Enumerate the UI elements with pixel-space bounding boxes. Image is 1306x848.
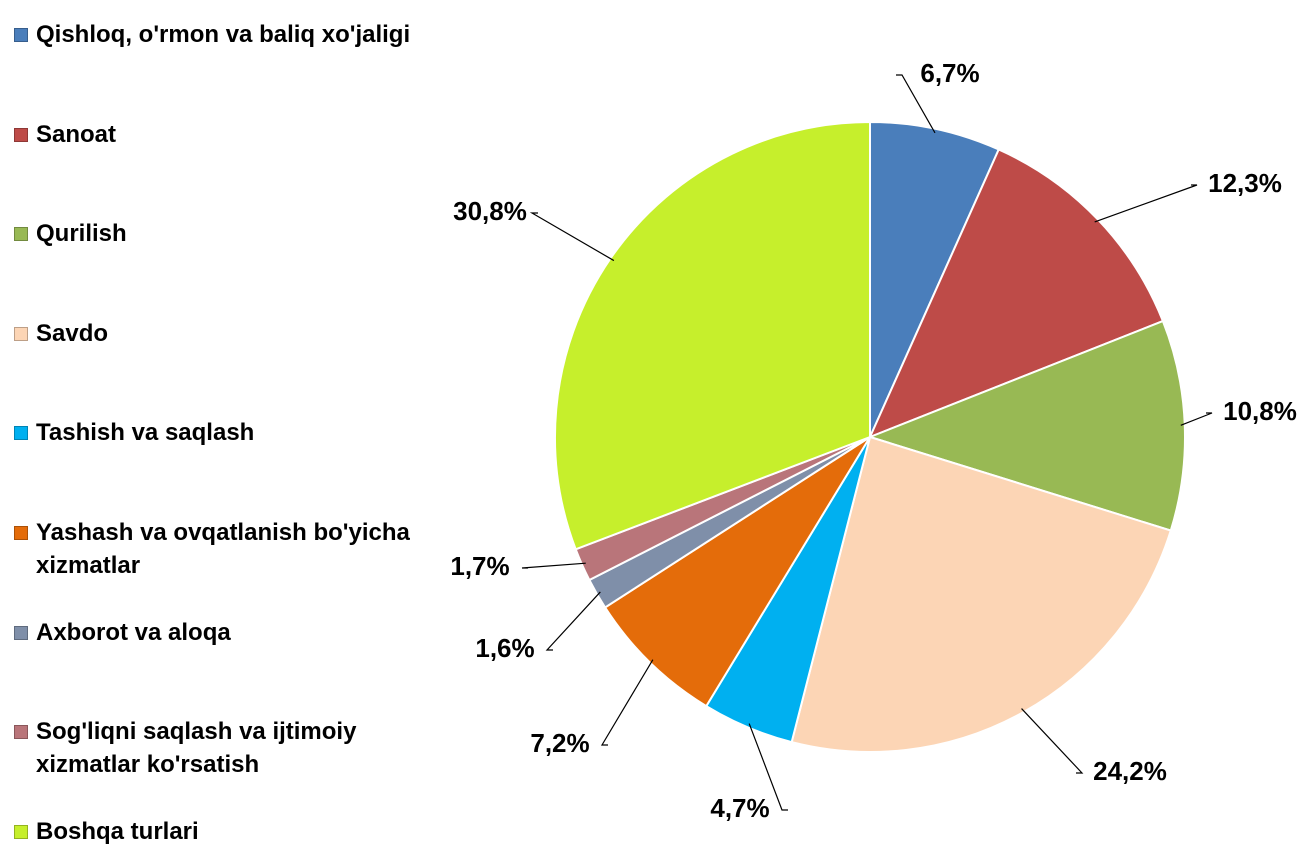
legend-swatch [14, 725, 28, 740]
legend-label: Tashish va saqlash [36, 419, 255, 447]
value-label: 6,7% [920, 58, 979, 88]
pie-slice [790, 435, 1173, 753]
legend-item: Savdo [14, 317, 464, 350]
value-label: 12,3% [1208, 168, 1282, 198]
legend-label: Sog'liqni saqlash va ijtimoiy xizmatlar … [36, 718, 357, 779]
leader-line [1094, 184, 1198, 223]
value-label: 10,8% [1223, 396, 1297, 426]
leader-line [600, 659, 654, 746]
legend-label: Yashash va ovqatlanish bo'yicha xizmatla… [36, 519, 410, 579]
pie-slice [866, 319, 1186, 532]
legend-item: Tashish va saqlash [14, 416, 464, 449]
value-label: 1,7% [450, 551, 509, 581]
leader-line [529, 212, 615, 262]
pie-slice [603, 436, 871, 708]
leader-line [748, 723, 788, 811]
value-label: 24,2% [1093, 756, 1167, 786]
value-label: 30,8% [453, 196, 527, 226]
legend-label: Axborot va aloqa [36, 618, 231, 646]
legend-label: Savdo [36, 319, 109, 347]
value-label: 7,2% [530, 728, 589, 758]
leader-line [545, 591, 601, 651]
legend-swatch [14, 426, 28, 441]
legend-item: Sog'liqni saqlash va ijtimoiy xizmatlar … [14, 715, 464, 781]
legend-label: Qurilish [36, 220, 127, 248]
legend-label: Boshqa turlari [36, 817, 199, 845]
pie-slice [869, 120, 1001, 438]
legend-item: Qishloq, o'rmon va baliq xo'jaligi [14, 18, 464, 51]
pie-slice [868, 148, 1165, 439]
leader-line [521, 562, 586, 569]
value-label: 4,7% [710, 793, 769, 823]
legend-item: Yashash va ovqatlanish bo'yicha xizmatla… [14, 516, 464, 582]
legend-label: Qishloq, o'rmon va baliq xo'jaligi [36, 21, 411, 48]
value-label: 1,6% [475, 633, 534, 663]
leader-line [896, 74, 936, 134]
legend-item: Qurilish [14, 217, 464, 250]
legend-swatch [14, 227, 28, 242]
legend-swatch [14, 526, 28, 540]
legend-swatch [14, 326, 28, 341]
legend-item: Sanoat [14, 118, 464, 151]
legend-item: Boshqa turlari [14, 815, 464, 848]
legend-swatch [14, 28, 28, 42]
legend-swatch [14, 127, 28, 142]
leader-line [1021, 708, 1084, 774]
leader-line [1180, 412, 1213, 426]
legend-swatch [14, 824, 28, 839]
legend-swatch [14, 625, 28, 640]
legend-item: Axborot va aloqa [14, 616, 464, 649]
legend-label: Sanoat [36, 120, 117, 148]
